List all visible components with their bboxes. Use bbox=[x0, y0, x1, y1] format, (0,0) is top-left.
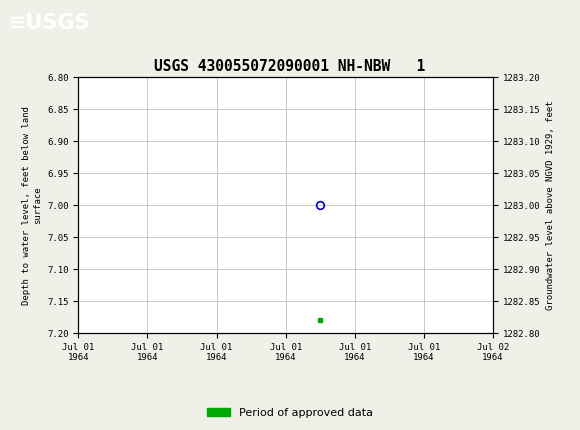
Y-axis label: Groundwater level above NGVD 1929, feet: Groundwater level above NGVD 1929, feet bbox=[546, 101, 555, 310]
Legend: Period of approved data: Period of approved data bbox=[203, 403, 377, 422]
Text: USGS 430055072090001 NH-NBW   1: USGS 430055072090001 NH-NBW 1 bbox=[154, 59, 426, 74]
Y-axis label: Depth to water level, feet below land
surface: Depth to water level, feet below land su… bbox=[22, 106, 42, 305]
Text: ≡USGS: ≡USGS bbox=[9, 12, 90, 33]
